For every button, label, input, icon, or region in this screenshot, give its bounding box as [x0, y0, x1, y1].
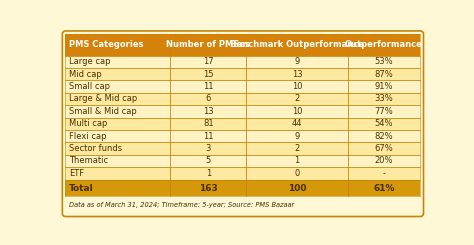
Text: Large cap: Large cap	[69, 57, 111, 66]
Text: Sector funds: Sector funds	[69, 144, 122, 153]
Bar	[347, 93, 420, 105]
Bar	[170, 142, 246, 155]
Bar	[170, 180, 246, 196]
Bar	[246, 118, 347, 130]
Bar	[246, 155, 347, 167]
Bar	[347, 167, 420, 180]
Bar	[246, 142, 347, 155]
Bar	[65, 180, 170, 196]
Bar	[246, 130, 347, 142]
Bar	[347, 34, 420, 56]
Bar	[347, 155, 420, 167]
Bar	[65, 196, 420, 213]
Bar	[65, 167, 170, 180]
Text: Small cap: Small cap	[69, 82, 110, 91]
Bar	[65, 34, 170, 56]
Text: 81: 81	[203, 119, 214, 128]
Text: 61%: 61%	[373, 184, 395, 193]
Text: 17: 17	[203, 57, 214, 66]
Text: Number of PMSes: Number of PMSes	[166, 40, 250, 49]
Text: 163: 163	[199, 184, 218, 193]
Text: 11: 11	[203, 82, 214, 91]
Text: 91%: 91%	[375, 82, 393, 91]
Bar	[170, 118, 246, 130]
Text: 33%: 33%	[374, 95, 393, 103]
Text: 9: 9	[294, 132, 300, 141]
Text: 54%: 54%	[375, 119, 393, 128]
Text: 77%: 77%	[374, 107, 393, 116]
Bar	[65, 130, 170, 142]
Bar	[170, 155, 246, 167]
Bar	[65, 56, 170, 68]
Text: 82%: 82%	[375, 132, 393, 141]
Text: 1: 1	[206, 169, 211, 178]
Text: 87%: 87%	[374, 70, 393, 79]
Bar	[246, 105, 347, 118]
Bar	[65, 142, 170, 155]
Text: 20%: 20%	[375, 157, 393, 165]
Bar	[170, 167, 246, 180]
Bar	[347, 142, 420, 155]
Text: -: -	[383, 169, 385, 178]
Bar	[246, 68, 347, 80]
Bar	[347, 130, 420, 142]
Text: 5: 5	[206, 157, 211, 165]
Text: 2: 2	[294, 95, 300, 103]
Bar	[347, 105, 420, 118]
Text: Total: Total	[69, 184, 94, 193]
Bar	[65, 105, 170, 118]
Text: 13: 13	[203, 107, 214, 116]
Text: Large & Mid cap: Large & Mid cap	[69, 95, 137, 103]
Text: ETF: ETF	[69, 169, 84, 178]
Text: PMS Categories: PMS Categories	[69, 40, 144, 49]
Bar	[170, 80, 246, 93]
Text: Thematic: Thematic	[69, 157, 109, 165]
Text: 13: 13	[292, 70, 302, 79]
Text: 10: 10	[292, 82, 302, 91]
Text: 3: 3	[206, 144, 211, 153]
Text: 1: 1	[294, 157, 300, 165]
Bar	[347, 68, 420, 80]
Text: 53%: 53%	[375, 57, 393, 66]
Bar	[347, 56, 420, 68]
Text: 2: 2	[294, 144, 300, 153]
Text: Benchmark Outperformance: Benchmark Outperformance	[230, 40, 364, 49]
Bar	[347, 80, 420, 93]
Bar	[347, 180, 420, 196]
Bar	[65, 80, 170, 93]
Bar	[246, 56, 347, 68]
Text: Data as of March 31, 2024; Timeframe: 5-year; Source: PMS Bazaar: Data as of March 31, 2024; Timeframe: 5-…	[69, 202, 294, 208]
Bar	[170, 130, 246, 142]
Text: 10: 10	[292, 107, 302, 116]
Bar	[170, 68, 246, 80]
Bar	[246, 167, 347, 180]
FancyBboxPatch shape	[63, 31, 423, 217]
Bar	[65, 155, 170, 167]
Bar	[246, 180, 347, 196]
Bar	[246, 80, 347, 93]
Text: Multi cap: Multi cap	[69, 119, 108, 128]
Bar	[65, 118, 170, 130]
Bar	[246, 93, 347, 105]
Bar	[65, 68, 170, 80]
Text: Mid cap: Mid cap	[69, 70, 102, 79]
Bar	[170, 56, 246, 68]
Bar	[170, 105, 246, 118]
Text: 100: 100	[288, 184, 306, 193]
Bar	[65, 93, 170, 105]
Text: 9: 9	[294, 57, 300, 66]
Text: 44: 44	[292, 119, 302, 128]
Bar	[170, 93, 246, 105]
Text: Flexi cap: Flexi cap	[69, 132, 107, 141]
Bar	[170, 34, 246, 56]
Text: 15: 15	[203, 70, 214, 79]
Bar	[246, 34, 347, 56]
Text: 67%: 67%	[374, 144, 393, 153]
Text: 0: 0	[294, 169, 300, 178]
Text: 11: 11	[203, 132, 214, 141]
Bar	[347, 118, 420, 130]
Text: Small & Mid cap: Small & Mid cap	[69, 107, 137, 116]
Text: 6: 6	[206, 95, 211, 103]
Text: Outperformance: Outperformance	[345, 40, 423, 49]
